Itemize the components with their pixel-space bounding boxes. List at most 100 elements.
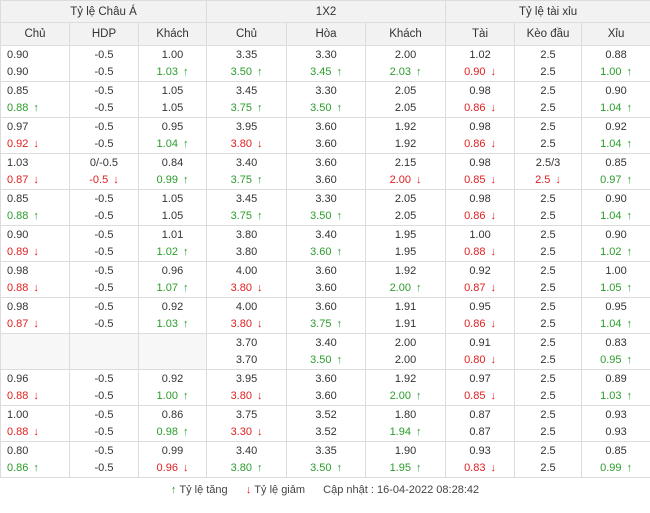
odds-value: 2.5 <box>540 120 556 133</box>
odds-value: 3.80 <box>235 245 258 258</box>
odds-cell-draw: 3.52 3.52 <box>286 405 367 442</box>
odds-cell-handicap: -0.5 -0.5 <box>69 81 139 118</box>
current-value: 1.05 <box>139 208 206 225</box>
arrow-up-icon: ↑ <box>170 484 177 496</box>
odds-value: 0.87 <box>7 173 29 186</box>
opening-value: 1.92 <box>366 263 445 280</box>
odds-value: 3.52 <box>315 408 337 421</box>
current-value: 3.60 <box>287 280 365 297</box>
odds-value: -0.5 <box>94 48 114 61</box>
opening-value: 0/-0.5 <box>70 155 138 172</box>
current-value <box>70 352 138 369</box>
opening-value: 1.95 <box>366 227 445 244</box>
odds-cell-away: 1.01 1.02 ↑ <box>137 225 208 262</box>
odds-cell-handicap: -0.5 -0.5 <box>69 45 139 82</box>
current-value: 0.85 ↓ <box>446 172 514 189</box>
opening-value: 1.91 <box>366 299 445 316</box>
legend-up-label: Tỷ lệ tăng <box>179 484 228 496</box>
opening-value: 3.95 <box>207 371 286 388</box>
current-value: 1.03 ↑ <box>139 64 206 81</box>
odds-cell-under: 0.90 1.04 ↑ <box>581 81 650 118</box>
current-value: 0.90 <box>1 64 69 81</box>
odds-value: -0.5 <box>94 300 114 313</box>
opening-value: 0.87 <box>446 407 514 424</box>
group-header-1x2: 1X2 <box>206 0 447 23</box>
odds-value: 1.00 <box>600 65 622 78</box>
current-value: 3.50 ↑ <box>287 208 365 225</box>
arrow-up-icon: ↑ <box>182 245 189 258</box>
opening-value: -0.5 <box>70 299 138 316</box>
odds-cell-home-1x2: 3.40 3.80 ↑ <box>206 441 288 478</box>
odds-cell-home: 0.96 0.88 ↓ <box>0 369 70 406</box>
odds-value: 2.5 <box>540 408 556 421</box>
odds-value: 0.88 <box>7 281 29 294</box>
odds-cell-draw: 3.30 3.50 ↑ <box>286 81 367 118</box>
current-value: 1.94 ↑ <box>366 424 445 441</box>
current-value: 3.75 ↑ <box>207 100 286 117</box>
current-value: 0.86 ↓ <box>446 136 514 153</box>
odds-cell-line: 2.5 2.5 <box>514 225 583 262</box>
current-value: 3.80 ↑ <box>207 460 286 477</box>
odds-value: 3.52 <box>315 425 337 438</box>
arrow-down-icon: ↓ <box>490 353 496 366</box>
odds-value: 1.94 <box>389 425 411 438</box>
current-value: 0.83 ↓ <box>446 460 514 477</box>
odds-cell-over: 0.97 0.85 ↓ <box>445 369 516 406</box>
odds-cell-under: 0.85 0.97 ↑ <box>581 153 650 190</box>
odds-cell-away-1x2: 2.15 2.00 ↓ <box>365 153 447 190</box>
current-value: 2.5 <box>515 388 581 405</box>
odds-row: 0.98 0.87 ↓ -0.5 -0.5 0.92 1.03 ↑ 4.00 3.80 ↓ 3.60 3… <box>0 297 650 334</box>
opening-value: 3.35 <box>207 47 286 64</box>
odds-cell-over: 1.02 0.90 ↓ <box>445 45 516 82</box>
opening-value: 0.90 <box>582 227 650 244</box>
odds-cell-home: 0.98 0.87 ↓ <box>0 297 70 334</box>
current-value: 0.93 <box>582 424 650 441</box>
opening-value: 1.80 <box>366 407 445 424</box>
odds-cell-line: 2.5 2.5 <box>514 297 583 334</box>
odds-value: 3.45 <box>235 192 258 205</box>
odds-cell-draw: 3.60 3.60 <box>286 153 367 190</box>
odds-cell-home-1x2: 4.00 3.80 ↓ <box>206 261 288 298</box>
opening-value: 3.75 <box>207 407 286 424</box>
opening-value: 2.5 <box>515 335 581 352</box>
odds-value: 1.04 <box>600 209 622 222</box>
odds-cell-away: 0.99 0.96 ↓ <box>137 441 208 478</box>
current-value: 2.5 <box>515 64 581 81</box>
odds-value: 3.60 <box>310 245 332 258</box>
opening-value: 0.93 <box>582 407 650 424</box>
column-header: Hòa <box>286 22 367 46</box>
odds-value: 3.75 <box>310 317 332 330</box>
opening-value: 0.89 <box>582 371 650 388</box>
odds-value: 0.88 <box>7 101 29 114</box>
odds-value: 1.05 <box>161 101 184 114</box>
odds-cell-home <box>0 333 70 370</box>
odds-value: 0.92 <box>161 372 184 385</box>
odds-value: 2.5 <box>540 101 556 114</box>
current-value: 3.50 ↑ <box>287 100 365 117</box>
current-value: 3.50 ↑ <box>287 352 365 369</box>
current-value: 0.87 ↓ <box>1 172 69 189</box>
arrow-up-icon: ↑ <box>626 245 633 258</box>
odds-value: -0.5 <box>94 389 114 402</box>
odds-value: 0.85 <box>7 84 29 97</box>
opening-value: 0.83 <box>582 335 650 352</box>
odds-value: 1.95 <box>394 245 417 258</box>
odds-value: 1.04 <box>600 317 622 330</box>
arrow-up-icon: ↑ <box>182 173 189 186</box>
odds-value: 0.97 <box>600 173 622 186</box>
arrow-down-icon: ↓ <box>555 173 561 186</box>
column-header: Khách <box>137 22 208 46</box>
odds-value: 3.80 <box>230 317 252 330</box>
odds-row: 0.90 0.90 -0.5 -0.5 1.00 1.03 ↑ 3.35 3.50 ↑ 3.30 3.… <box>0 45 650 82</box>
opening-value: 3.40 <box>287 227 365 244</box>
current-value: -0.5 ↓ <box>70 172 138 189</box>
arrow-up-icon: ↑ <box>182 137 189 150</box>
opening-value: 2.5 <box>515 83 581 100</box>
opening-value: 2.5 <box>515 191 581 208</box>
odds-value: 0.86 <box>464 209 486 222</box>
arrow-up-icon: ↑ <box>182 425 189 438</box>
odds-value: 4.00 <box>235 264 258 277</box>
current-value: 0.96 ↓ <box>139 460 206 477</box>
arrow-down-icon: ↓ <box>33 173 39 186</box>
odds-value: 1.95 <box>394 228 417 241</box>
